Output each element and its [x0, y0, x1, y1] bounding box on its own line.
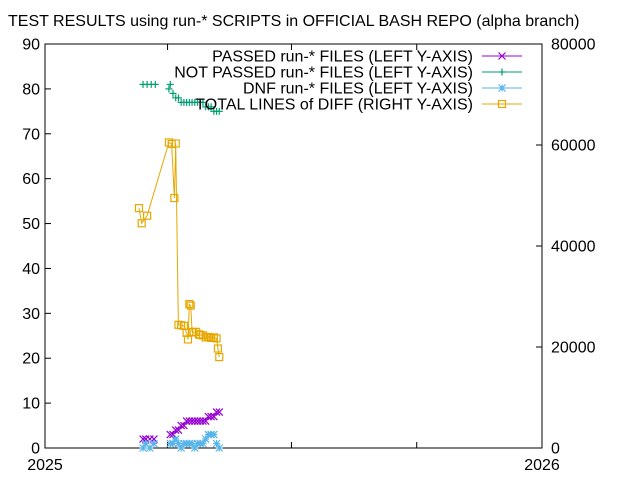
series-1-point-stroke [199, 417, 207, 425]
y-tick-label: 0 [31, 441, 40, 458]
series-4-point [134, 204, 144, 213]
y-tick-label: 40 [22, 261, 40, 278]
y-tick-label: 70 [22, 126, 40, 143]
y-tick-label: 90 [22, 37, 40, 54]
series-1-point-stroke [207, 412, 216, 421]
legend-label: NOT PASSED run-* FILES (LEFT Y-AXIS) [174, 65, 473, 82]
series-1-point-stroke [169, 430, 177, 439]
y-tick-label: 20 [22, 351, 40, 368]
chart-title: TEST RESULTS using run-* SCRIPTS in OFFI… [8, 13, 579, 30]
series-4-point [213, 344, 223, 353]
series-1-point-stroke [171, 426, 180, 434]
series-1-point [215, 408, 224, 417]
series-2-point [166, 80, 174, 88]
series-4-point [186, 301, 195, 310]
series-3 [139, 430, 224, 452]
series-1-point-stroke [215, 408, 224, 417]
series-2-point [199, 98, 207, 106]
series-4-point [170, 193, 179, 203]
legend-marker [497, 99, 507, 109]
series-3-point-stroke [141, 439, 150, 448]
series-2-point [151, 80, 159, 88]
y2-tick-label: 40000 [551, 239, 596, 256]
series-1-point-stroke [177, 421, 186, 430]
legend-marker [498, 68, 506, 76]
x-tick-label: 2026 [524, 457, 560, 474]
series-4-point [185, 299, 194, 309]
series-1-point [179, 421, 188, 430]
series-4-line [138, 141, 220, 358]
legend-label: DNF run-* FILES (LEFT Y-AXIS) [243, 81, 473, 98]
series-4-point [215, 353, 224, 362]
series-2-point [207, 103, 215, 111]
axes-layer: 0 10 20 30 40 50 60 70 80 90 0 20000 40000 60000 80000… [22, 37, 595, 475]
series-3-point-stroke [171, 435, 180, 443]
series-3-point-stroke [212, 439, 221, 448]
series-1-point [174, 426, 183, 434]
series-1-point [209, 412, 218, 421]
series-3-point-stroke [150, 439, 158, 448]
series-1-point-stroke [201, 417, 210, 425]
series-4-point [143, 211, 152, 220]
legend-marker-stroke [498, 84, 506, 92]
series-1-point [177, 421, 186, 430]
series-1-point [171, 426, 180, 434]
series-3-point-stroke [209, 430, 218, 439]
series-4-point [209, 333, 218, 342]
series-1-point [207, 412, 216, 421]
series-2 [139, 80, 223, 115]
series-4-point [171, 139, 180, 148]
series-4-point [204, 332, 213, 341]
legend-marker [498, 84, 506, 92]
series-1-point-stroke [179, 421, 188, 430]
series-4-point [198, 331, 208, 340]
series-1-point-stroke [139, 435, 147, 443]
series-3-point-stroke [215, 444, 224, 452]
series-2-point [169, 89, 177, 97]
legend-label: TOTAL LINES of DIFF (RIGHT Y-AXIS) [195, 97, 473, 114]
y-tick-label: 30 [22, 306, 40, 323]
series-layer [134, 80, 224, 452]
series-3-point [150, 439, 158, 448]
y2-tick-label: 0 [551, 441, 560, 458]
y-tick-label: 10 [22, 396, 40, 413]
series-1-point-stroke [174, 426, 183, 434]
series-1-point [166, 430, 175, 439]
y-tick-label: 60 [22, 171, 40, 188]
series-1-point-stroke [166, 430, 175, 439]
series-2-point [174, 94, 182, 102]
y-tick-label: 80 [22, 81, 40, 98]
y2-tick-label: 80000 [551, 37, 596, 54]
series-3-point [215, 444, 224, 452]
legend-marker [498, 52, 506, 60]
series-1-point-stroke [212, 408, 221, 417]
series-1 [139, 408, 224, 443]
series-1-point-stroke [209, 412, 218, 421]
series-4 [134, 138, 224, 362]
y-tick-label: 50 [22, 216, 40, 233]
series-1-point [199, 417, 207, 425]
x-tick-label: 2025 [27, 457, 63, 474]
legend: PASSED run-* FILES (LEFT Y-AXIS)NOT PASS… [174, 49, 522, 114]
legend-label: PASSED run-* FILES (LEFT Y-AXIS) [212, 49, 473, 66]
series-4-point [212, 334, 221, 343]
series-3-point [209, 430, 218, 439]
series-1-point [212, 408, 221, 417]
series-2-point [165, 85, 173, 93]
series-1-point [201, 417, 210, 425]
y2-tick-label: 20000 [551, 340, 596, 357]
series-2-point [215, 107, 223, 115]
series-4-point [137, 219, 146, 228]
y2-tick-label: 60000 [551, 138, 596, 155]
legend-marker-stroke [498, 52, 506, 60]
